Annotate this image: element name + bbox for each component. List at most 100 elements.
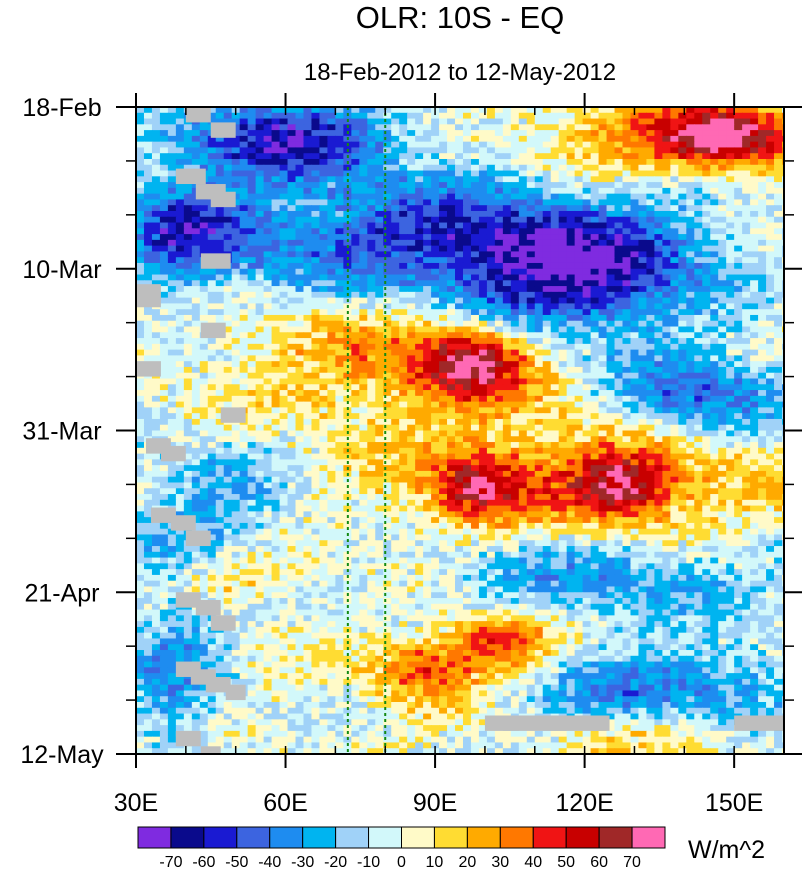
heatmap-cell [295, 107, 305, 114]
heatmap-cell [718, 378, 727, 385]
heatmap-cell [470, 107, 480, 114]
heatmap-cell [367, 193, 376, 201]
heatmap-cell [375, 378, 384, 385]
heatmap-cell [391, 205, 400, 212]
heatmap-cell [622, 355, 632, 362]
heatmap-cell [702, 424, 711, 432]
heatmap-cell [167, 338, 177, 345]
heatmap-cell [726, 170, 735, 177]
heatmap-cell [407, 418, 416, 426]
heatmap-cell [526, 158, 536, 166]
heatmap-cell [718, 182, 727, 189]
heatmap-cell [598, 216, 608, 224]
heatmap-cell [606, 343, 616, 351]
heatmap-cell [311, 216, 321, 224]
heatmap-cell [558, 251, 568, 258]
heatmap-cell [630, 135, 640, 143]
heatmap-cell [478, 274, 488, 281]
heatmap-cell [774, 130, 783, 137]
heatmap-cell [702, 141, 711, 149]
heatmap-cell [375, 210, 384, 218]
heatmap-cell [287, 222, 297, 229]
heatmap-cell [638, 274, 648, 281]
heatmap-cell [614, 309, 624, 316]
heatmap-cell [582, 453, 592, 460]
heatmap-cell [191, 418, 201, 426]
heatmap-cell [351, 395, 360, 403]
heatmap-cell [407, 257, 416, 264]
heatmap-cell [726, 366, 735, 374]
heatmap-cell [638, 268, 648, 276]
heatmap-cell [590, 280, 600, 287]
heatmap-cell [694, 182, 703, 189]
heatmap-cell [279, 338, 289, 345]
heatmap-cell [311, 199, 321, 206]
heatmap-cell [311, 326, 321, 333]
heatmap-cell [734, 280, 743, 287]
heatmap-cell [159, 193, 169, 201]
heatmap-cell [462, 268, 472, 276]
heatmap-cell [447, 268, 456, 276]
heatmap-cell [710, 390, 719, 397]
heatmap-cell [518, 107, 528, 114]
heatmap-cell [391, 153, 400, 160]
heatmap-cell [710, 407, 719, 414]
heatmap-cell [375, 286, 384, 293]
heatmap-cell [598, 158, 608, 166]
heatmap-cell [367, 320, 376, 328]
heatmap-cell [678, 378, 687, 385]
heatmap-cell [351, 164, 360, 172]
heatmap-cell [574, 453, 584, 460]
heatmap-cell [630, 245, 640, 253]
heatmap-cell [702, 366, 711, 374]
heatmap-cell [478, 205, 488, 212]
heatmap-cell [470, 401, 480, 408]
heatmap-cell [686, 239, 695, 247]
heatmap-cell [630, 147, 640, 154]
heatmap-cell [758, 176, 767, 183]
heatmap-cell [151, 418, 161, 426]
heatmap-cell [407, 164, 416, 172]
heatmap-cell [638, 239, 648, 247]
heatmap-cell [494, 234, 504, 241]
heatmap-cell [622, 251, 632, 258]
heatmap-cell [774, 205, 783, 212]
heatmap-cell [694, 245, 703, 253]
heatmap-cell [223, 442, 233, 449]
heatmap-cell [462, 436, 472, 443]
heatmap-cell [478, 107, 488, 114]
heatmap-cell [670, 407, 679, 414]
heatmap-cell [367, 430, 376, 437]
heatmap-cell [279, 164, 289, 172]
heatmap-cell [622, 176, 632, 183]
heatmap-cell [415, 447, 424, 455]
heatmap-cell [159, 303, 169, 310]
heatmap-cell [439, 355, 448, 362]
heatmap-cell [319, 228, 329, 235]
heatmap-cell [638, 413, 648, 420]
heatmap-cell [239, 343, 249, 351]
heatmap-cell [566, 343, 576, 351]
heatmap-cell [534, 205, 544, 212]
heatmap-cell [375, 338, 384, 345]
heatmap-cell [606, 430, 616, 437]
heatmap-cell [598, 413, 608, 420]
heatmap-cell [303, 332, 313, 339]
heatmap-cell [151, 130, 161, 137]
heatmap-cell [582, 112, 592, 120]
heatmap-cell [726, 418, 735, 426]
heatmap-cell [646, 118, 655, 125]
heatmap-cell [598, 118, 608, 125]
heatmap-cell [239, 135, 249, 143]
heatmap-cell [726, 430, 735, 437]
heatmap-cell [447, 303, 456, 310]
heatmap-cell [630, 303, 640, 310]
heatmap-cell [726, 130, 735, 137]
heatmap-cell [319, 205, 329, 212]
heatmap-cell [136, 436, 145, 443]
heatmap-cell [247, 245, 257, 253]
heatmap-cell [502, 447, 512, 455]
heatmap-cell [526, 390, 536, 397]
heatmap-cell [439, 430, 448, 437]
heatmap-cell [758, 199, 767, 206]
